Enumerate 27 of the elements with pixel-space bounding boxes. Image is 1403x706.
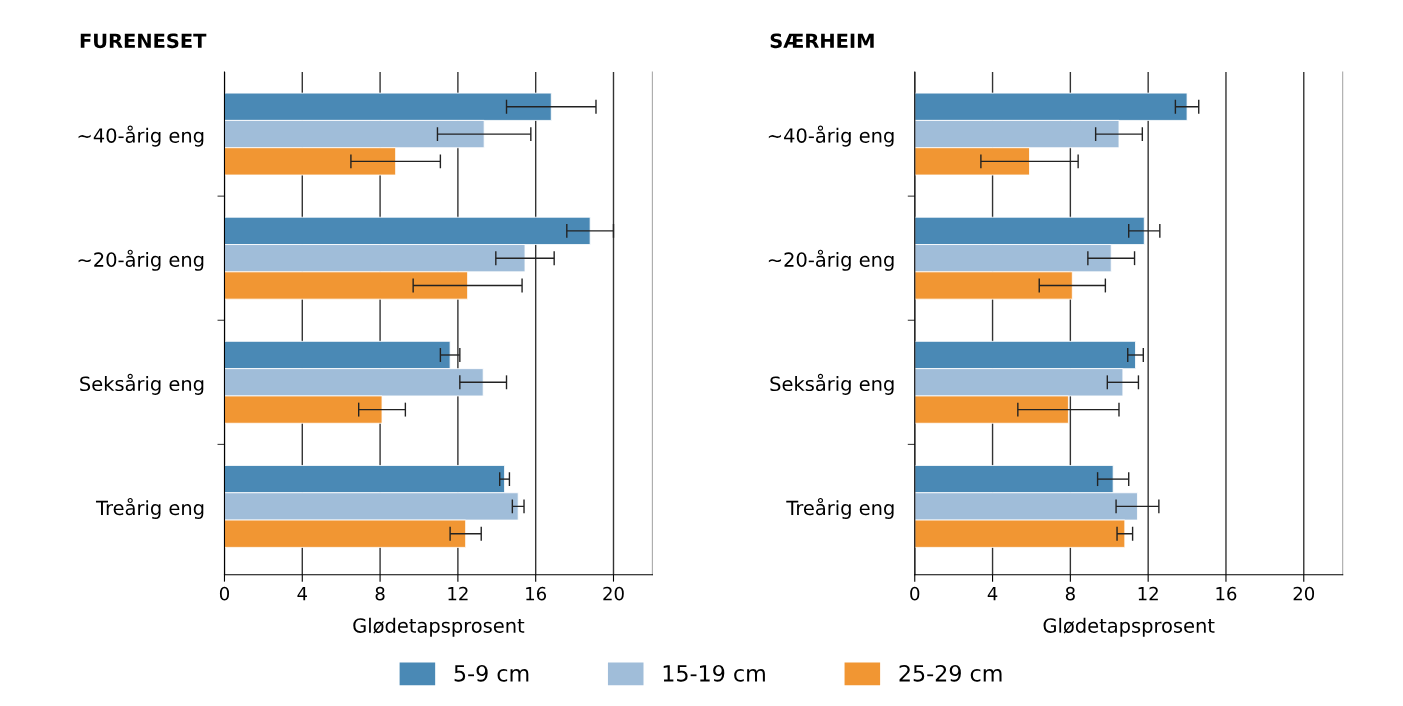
chart-title: FURENESET — [80, 33, 207, 49]
chart-title: SÆRHEIM — [770, 33, 874, 49]
x-tick-label: 4 — [297, 587, 308, 601]
y-tick-label: ~40-årig eng — [78, 125, 204, 147]
y-tick-label: ~40-årig eng — [768, 125, 894, 147]
x-tick-label: 8 — [1065, 586, 1075, 601]
y-tick-label: ~20-årig eng — [768, 249, 894, 271]
legend-label: 25-29 cm — [899, 664, 1002, 682]
x-tick-label: 12 — [1138, 586, 1158, 601]
x-tick-label: 20 — [1293, 586, 1315, 601]
y-tick-label: Seksårig eng — [80, 373, 204, 395]
y-tick-label: Treårig eng — [786, 497, 894, 519]
legend-label: 5-9 cm — [454, 664, 529, 682]
y-tick-label: ~20-årig eng — [78, 249, 204, 271]
x-tick-label: 0 — [910, 586, 920, 601]
y-tick-label: Treårig eng — [95, 497, 204, 519]
x-tick-label: 12 — [448, 586, 468, 601]
x-tick-label: 20 — [603, 586, 624, 601]
x-axis-title: Glødetapsprosent — [1043, 617, 1215, 637]
legend-label: 15-19 cm — [663, 664, 765, 682]
x-tick-label: 16 — [526, 586, 547, 601]
y-tick-label: Seksårig eng — [770, 373, 894, 395]
x-tick-label: 0 — [219, 586, 230, 601]
x-tick-label: 4 — [987, 587, 998, 601]
x-tick-label: 16 — [1216, 586, 1237, 601]
x-axis-title: Glødetapsprosent — [353, 617, 525, 637]
x-tick-label: 8 — [375, 586, 385, 601]
